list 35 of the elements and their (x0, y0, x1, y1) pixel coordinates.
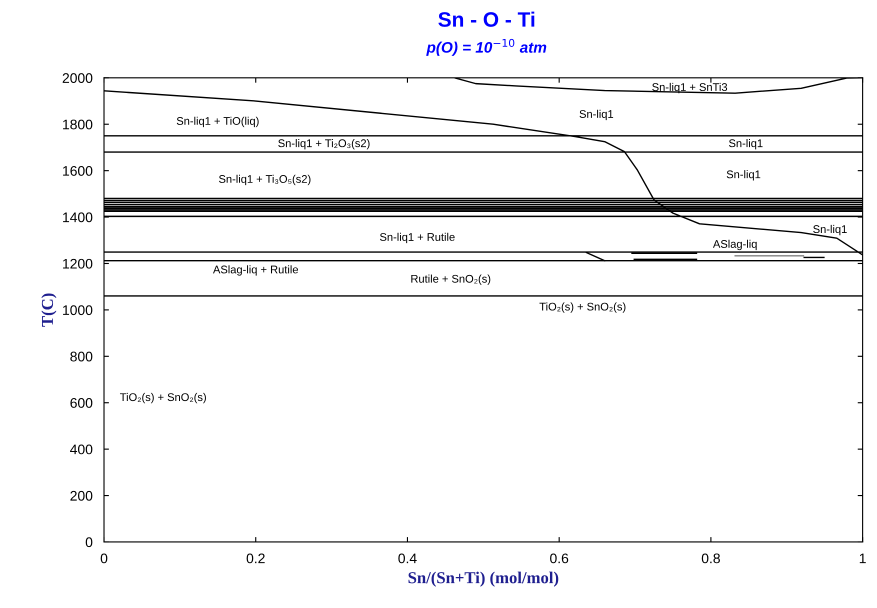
annotation: Sn-liq1 (729, 139, 763, 150)
x-tick-label: 0.4 (398, 553, 417, 564)
y-tick-label: 200 (70, 490, 92, 501)
y-tick-label: 0 (86, 537, 92, 548)
annotation: ASlag-liq + Rutile (212, 265, 298, 276)
y-tick-label: 2000 (62, 73, 92, 83)
y-tick-label: 1200 (63, 258, 92, 269)
chart-subtitle: p(O) = 10$^{−10}$ atm (426, 38, 546, 56)
y-tick-label: 400 (70, 444, 92, 454)
y-axis-title: T(C) (41, 294, 56, 327)
annotation: Sn-liq1 (726, 170, 760, 180)
annotation: Sn-liq1 + Ti₂O₃(s2) (278, 139, 370, 150)
annotation: TiO₂(s) + SnO₂(s) (539, 302, 626, 313)
annotation: Sn-liq1 + TiO(liq) (176, 116, 259, 128)
chart-title: Sn - O - Ti (438, 12, 534, 27)
y-tick-label: 1400 (63, 212, 92, 222)
annotation: Sn-liq1 + Ti₃O₅(s2) (219, 174, 310, 186)
annotation: Sn-liq1 + Rutile (380, 232, 455, 244)
y-tick-label: 1000 (63, 305, 92, 316)
annotation: TiO₂(s) + SnO₂(s) (120, 392, 206, 404)
annotation: Sn-liq1 + SnTi3 (652, 82, 728, 94)
x-tick-label: 0.6 (550, 553, 568, 564)
annotation: Sn-liq1 (813, 224, 847, 236)
x-tick-label: 0 (100, 553, 108, 564)
annotation: ASlag-liq (712, 240, 757, 250)
annotation: Rutile + SnO₂(s) (411, 274, 490, 285)
x-tick-label: 1 (860, 554, 866, 564)
y-tick-label: 600 (70, 398, 92, 408)
y-tick-label: 800 (70, 352, 92, 362)
y-tick-label: 1800 (63, 120, 92, 130)
y-tick-label: 1600 (63, 166, 92, 176)
x-tick-label: 0.8 (702, 553, 720, 564)
annotation: Sn-liq1 (580, 110, 614, 120)
x-axis-title: Sn/(Sn+Ti) (mol/mol) (408, 572, 558, 587)
x-tick-label: 0.2 (246, 553, 265, 564)
